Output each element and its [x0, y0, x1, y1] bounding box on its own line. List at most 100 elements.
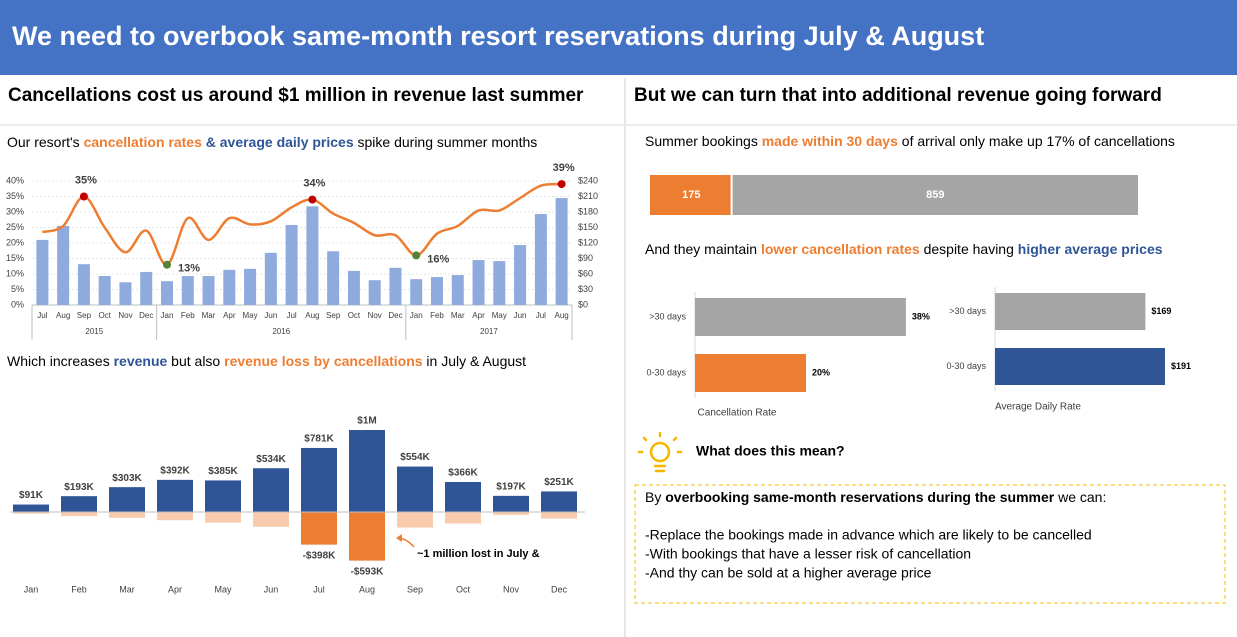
bar [301, 447, 337, 512]
section-text: And they maintain lower cancellation rat… [645, 241, 1163, 257]
y2-tick-label: $0 [578, 299, 588, 309]
bar [347, 270, 360, 305]
bar [61, 512, 97, 517]
bar [98, 276, 111, 305]
data-label: $534K [256, 454, 286, 465]
bar [397, 512, 433, 528]
bar [493, 261, 506, 305]
line-marker [308, 195, 317, 204]
x-tick-label: May [243, 311, 258, 320]
bar [264, 252, 277, 305]
x-tick-label: Jun [264, 584, 279, 594]
bar [140, 271, 153, 305]
x-tick-label: Apr [168, 584, 182, 594]
insight-title: What does this mean? [696, 443, 845, 459]
bar-segment [732, 175, 1138, 215]
x-tick-label: Sep [326, 311, 341, 320]
y2-tick-label: $210 [578, 191, 598, 201]
x-tick-label: Feb [71, 584, 87, 594]
bar [995, 348, 1165, 385]
bar [244, 268, 257, 305]
x-tick-label: Nov [368, 311, 382, 320]
bar [157, 512, 193, 521]
line [42, 182, 562, 266]
bar [157, 479, 193, 512]
bar [410, 279, 423, 305]
bar [205, 512, 241, 523]
bar [555, 198, 568, 305]
bar [995, 293, 1146, 330]
page-title: We need to overbook same-month resort re… [12, 21, 984, 51]
bar [327, 251, 340, 305]
data-label: $91K [19, 490, 44, 501]
bar [514, 245, 527, 305]
bar [534, 214, 547, 305]
year-label: 2016 [272, 327, 290, 336]
section-text: Which increases revenue but also revenue… [7, 353, 526, 369]
y-tick-label: 0-30 days [646, 367, 686, 377]
bar [223, 269, 236, 305]
x-axis-label: Cancellation Rate [698, 408, 777, 419]
y-tick-label: >30 days [949, 306, 986, 316]
y-tick-label: 15% [6, 253, 24, 263]
bar [541, 491, 577, 512]
data-label: 20% [812, 367, 830, 377]
x-tick-label: Aug [56, 311, 70, 320]
insight-point: -With bookings that have a lesser risk o… [645, 546, 971, 562]
x-tick-label: Jan [24, 584, 39, 594]
line-marker [163, 260, 171, 269]
bar [13, 504, 49, 512]
data-label: 175 [682, 189, 700, 201]
y2-tick-label: $120 [578, 237, 598, 247]
data-label: $385K [208, 466, 238, 477]
line-marker [79, 192, 88, 201]
data-label: 859 [926, 189, 944, 201]
x-tick-label: Dec [551, 584, 568, 594]
bar [119, 282, 132, 305]
x-tick-label: Jan [161, 311, 174, 320]
bar [445, 512, 481, 524]
bar [493, 512, 529, 515]
x-tick-label: Apr [472, 311, 485, 320]
y-tick-label: 40% [6, 175, 24, 185]
data-label: $781K [304, 434, 334, 445]
bar [695, 298, 906, 336]
x-tick-label: Aug [554, 311, 568, 320]
y2-tick-label: $150 [578, 222, 598, 232]
x-tick-label: May [214, 584, 232, 594]
data-label: $251K [544, 477, 574, 488]
bar [36, 239, 49, 305]
bar [349, 512, 385, 561]
x-tick-label: Jul [286, 311, 296, 320]
bar [181, 276, 194, 305]
y2-tick-label: $30 [578, 284, 593, 294]
bar [13, 512, 49, 514]
x-tick-label: Dec [139, 311, 153, 320]
data-label: 39% [553, 162, 575, 174]
data-label: $554K [400, 452, 430, 463]
line-marker [412, 251, 421, 260]
x-tick-label: Oct [348, 311, 361, 320]
data-label: 35% [75, 174, 97, 186]
right-heading: But we can turn that into additional rev… [634, 85, 1162, 106]
year-label: 2017 [480, 327, 498, 336]
bar [397, 466, 433, 512]
y-tick-label: 25% [6, 222, 24, 232]
bulb-icon [637, 431, 683, 473]
x-tick-label: Nov [503, 584, 520, 594]
x-tick-label: Jan [410, 311, 423, 320]
x-tick-label: Sep [77, 311, 92, 320]
y-tick-label: >30 days [649, 311, 686, 321]
bar [431, 277, 443, 305]
bar [109, 512, 145, 518]
bar [77, 264, 90, 305]
x-tick-label: Jul [313, 584, 325, 594]
x-tick-label: Apr [223, 311, 236, 320]
x-tick-label: Mar [451, 311, 465, 320]
y-tick-label: 10% [6, 268, 24, 278]
bar [451, 275, 464, 305]
data-label: $193K [64, 482, 94, 493]
data-label: $303K [112, 473, 142, 484]
bar [306, 206, 319, 305]
